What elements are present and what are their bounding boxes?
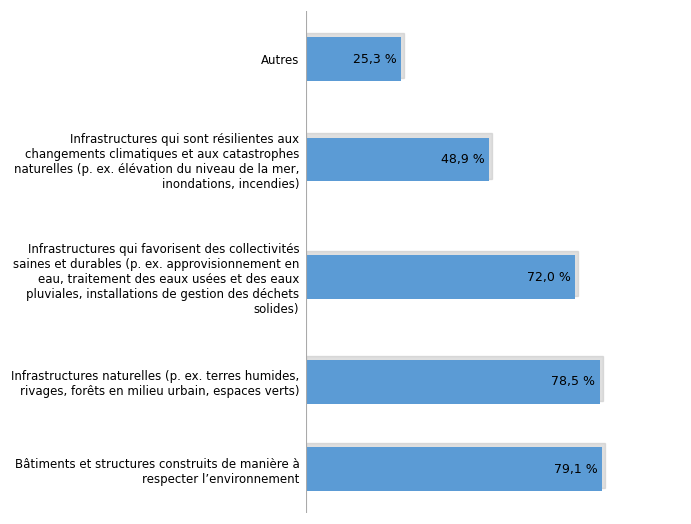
Bar: [306, 447, 602, 491]
Bar: [306, 443, 605, 488]
Bar: [306, 356, 603, 401]
Text: 25,3 %: 25,3 %: [352, 52, 397, 66]
Bar: [306, 360, 600, 404]
Text: 79,1 %: 79,1 %: [553, 463, 597, 476]
Text: 48,9 %: 48,9 %: [441, 153, 484, 166]
Bar: [306, 256, 576, 299]
Text: 72,0 %: 72,0 %: [527, 271, 571, 284]
Bar: [306, 133, 492, 179]
Bar: [306, 33, 404, 78]
Bar: [306, 251, 578, 297]
Bar: [306, 37, 401, 81]
Text: 78,5 %: 78,5 %: [551, 376, 595, 388]
Bar: [306, 138, 489, 181]
